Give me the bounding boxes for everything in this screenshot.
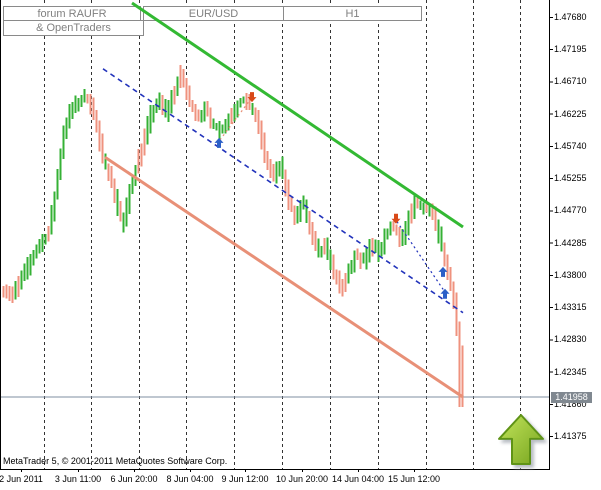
upper-channel-trendline[interactable] (131, 1, 464, 229)
header-label-opentraders-text: & OpenTraders (36, 22, 111, 34)
middle-dashed-trendline[interactable] (102, 68, 464, 314)
price-axis-label: 1.41375 (554, 430, 587, 441)
price-axis-label: 1.43315 (554, 302, 587, 313)
signal-connector-1[interactable] (219, 98, 252, 141)
header-symbol-cell: EUR/USD (143, 6, 284, 21)
header-label-opentraders: & OpenTraders (3, 20, 144, 36)
header-label-forum-text: forum RAUFR (37, 7, 107, 20)
header-timeframe-cell: H1 (283, 6, 422, 21)
price-axis-label: 1.44285 (554, 237, 587, 248)
price-axis-label: 1.45255 (554, 173, 587, 184)
price-axis-label: 1.45740 (554, 140, 587, 151)
price-axis-label: 1.41860 (554, 398, 587, 409)
lower-channel-trendline[interactable] (104, 155, 464, 399)
sell-arrow-marker[interactable] (247, 92, 257, 103)
sell-arrow-marker[interactable] (391, 213, 401, 224)
buy-arrow-marker[interactable] (438, 266, 448, 277)
price-axis-label: 1.47195 (554, 44, 587, 55)
price-axis-label: 1.42830 (554, 334, 587, 345)
buy-arrow-marker[interactable] (440, 288, 450, 299)
buy-arrow-marker[interactable] (214, 137, 224, 148)
price-axis-label: 1.46710 (554, 76, 587, 87)
signal-connector-2[interactable] (396, 221, 446, 293)
price-axis-label: 1.47680 (554, 12, 587, 22)
timeframe-label: H1 (345, 7, 360, 20)
current-price-badge: 1.41958 (551, 392, 592, 404)
price-axis-label: 1.44770 (554, 205, 587, 216)
symbol-label: EUR/USD (188, 7, 239, 20)
price-axis-label: 1.42345 (554, 366, 587, 377)
big-up-arrow[interactable] (498, 414, 544, 465)
price-axis-label: 1.43800 (554, 269, 587, 280)
price-axis-label: 1.46225 (554, 108, 587, 119)
copyright-text: MetaTrader 5, © 2001-2011 MetaQuotes Sof… (3, 456, 228, 466)
